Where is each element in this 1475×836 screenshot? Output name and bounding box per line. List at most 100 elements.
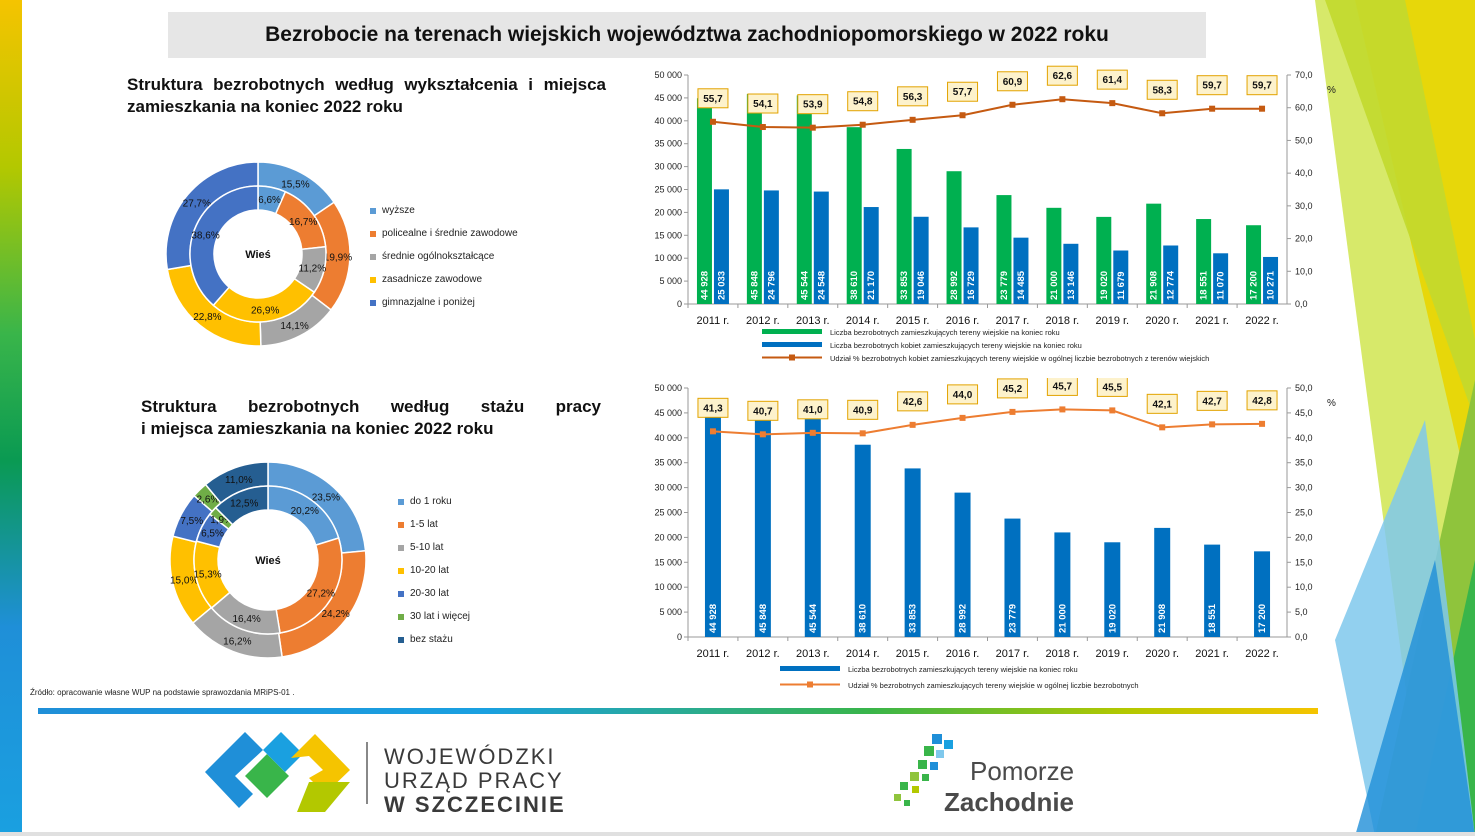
chart1-line-data-label: 53,9 (803, 100, 823, 111)
chart1-x-tick-label: 2019 r. (1095, 315, 1129, 327)
seniority-legend-label: 10-20 lat (410, 565, 449, 576)
chart1-x-tick-label: 2017 r. (996, 315, 1030, 327)
chart2-y2-tick-label: 10,0 (1295, 582, 1313, 592)
chart2-y-tick-label: 25 000 (654, 508, 682, 518)
chart2-x-tick-label: 2012 r. (746, 648, 780, 660)
source-note: Źródło: opracowanie własne WUP na podsta… (30, 688, 295, 697)
seniority-inner-data-label: 6,5% (201, 528, 224, 539)
chart1-bar (1113, 250, 1129, 304)
chart1-line-marker (1009, 101, 1016, 108)
chart1-bar-data-label: 19 046 (916, 271, 927, 300)
seniority-inner-data-label: 12,5% (230, 499, 258, 510)
education-donut-chart: 15,5% 19,9% 14,1% 22,8% 27,7% 6,6% 16,7% 11,2% 2… (165, 161, 352, 347)
education-center-label: Wieś (245, 249, 271, 261)
right-decorative-shapes (1315, 0, 1475, 836)
chart2-legend-marker (807, 681, 813, 688)
chart1-bar (1246, 225, 1262, 304)
wup-logo-icon (205, 732, 350, 812)
seniority-donut-chart: 23,5% 24,2% 16,2% 15,0% 7,5% 2,6% 11,0% 20,2% 27… (169, 462, 367, 659)
chart2-line-series (712, 408, 1263, 436)
pz-logo-line2: Zachodnie (944, 787, 1075, 817)
chart1-line-label-box (1046, 65, 1078, 86)
chart2-line-data-label: 41,3 (703, 403, 723, 414)
chart1-bar (1263, 256, 1279, 304)
chart1-bar-data-label: 10 271 (1266, 270, 1277, 300)
chart2-y2-tick-label: 5,0 (1295, 607, 1308, 617)
chart2-y2-tick-label: 30,0 (1295, 483, 1313, 493)
chart2-line-label-box (1096, 378, 1128, 397)
seniority-legend-item: do 1 roku (398, 496, 452, 507)
seniority-legend-item: 1-5 lat (398, 519, 438, 530)
wup-logo-separator (366, 742, 368, 804)
chart1-bar (796, 95, 812, 304)
chart1-bar-data-label: 21 908 (1149, 271, 1160, 300)
chart1-x-tick-label: 2015 r. (896, 315, 930, 327)
chart1-line-marker (709, 118, 716, 125)
chart1-line-marker (959, 112, 966, 119)
chart2-y-tick-label: 0 (677, 632, 682, 642)
chart1-bar (1096, 216, 1112, 304)
chart2-line-label-box (1146, 393, 1178, 414)
seniority-legend-label: do 1 roku (410, 496, 452, 507)
chart2-line-data-label: 41,0 (803, 405, 823, 416)
wup-logo-line3-b: SZCZECINIE (414, 792, 566, 817)
chart2-bar-data-label: 17 200 (1257, 604, 1268, 633)
chart1-y2-tick-label: 50,0 (1295, 135, 1313, 145)
seniority-legend-label: bez stażu (410, 634, 453, 645)
chart1-bar (1013, 237, 1029, 304)
chart2-line-label-box (947, 384, 979, 405)
chart2-line-marker (759, 431, 766, 438)
wup-logo-line3-a: W (384, 792, 407, 817)
chart1-bar-data-label: 38 610 (849, 271, 860, 300)
seniority-legend-label: 1-5 lat (410, 519, 438, 530)
chart1-line-label-box (947, 81, 979, 102)
chart1-bar-data-label: 28 992 (949, 271, 960, 300)
seniority-legend-item: 20-30 lat (398, 588, 449, 599)
chart2-bar (804, 410, 821, 637)
chart1-bar-data-label: 21 170 (866, 271, 877, 300)
chart1-line-marker (909, 116, 916, 123)
chart1-legend-marker (789, 354, 795, 361)
seniority-legend-item: bez stażu (398, 634, 453, 645)
education-outer-data-label: 19,9% (324, 252, 352, 263)
chart2-bar-data-label: 45 848 (758, 604, 769, 633)
chart1-bar-data-label: 44 928 (699, 271, 710, 300)
chart2-y2-tick-label: 0,0 (1295, 632, 1308, 642)
left-decorative-stripe (0, 0, 22, 836)
seniority-outer-data-label: 15,0% (170, 575, 198, 586)
chart2-line-marker (1209, 421, 1216, 428)
chart1-bar (1063, 243, 1079, 304)
chart2-y-tick-label: 10 000 (654, 582, 682, 592)
chart1-x-tick-label: 2012 r. (746, 315, 780, 327)
seniority-legend-swatch (398, 590, 404, 597)
chart2-line-label-box (1046, 378, 1078, 396)
chart2-bar-data-label: 21 000 (1057, 604, 1068, 633)
chart1-y-tick-label: 35 000 (654, 139, 682, 149)
title-bar (168, 12, 1206, 58)
chart1-x-tick-label: 2011 r. (697, 315, 730, 327)
section-seniority-title: Struktura bezrobotnych według stażu prac… (141, 396, 601, 440)
chart1-y2-tick-label: 10,0 (1295, 266, 1313, 276)
chart1-y2-tick-label: 60,0 (1295, 103, 1313, 113)
chart2-y-tick-label: 40 000 (654, 433, 682, 443)
chart1-line-label-box (1096, 69, 1128, 90)
chart2-bar (904, 468, 921, 637)
chart1-bar (746, 94, 762, 304)
chart1-bar (763, 190, 779, 304)
chart1-bar-data-label: 23 779 (999, 271, 1010, 300)
chart1-y2-unit: % (1327, 85, 1336, 96)
education-inner-data-label: 11,2% (299, 264, 327, 275)
chart2-line-marker (859, 430, 866, 437)
chart2-bar-data-label: 45 544 (808, 603, 819, 633)
chart1-line-label-box (1146, 79, 1178, 100)
chart2-line-data-label: 45,7 (1053, 381, 1073, 392)
education-inner-data-label: 26,9% (251, 306, 279, 317)
pomorze-zachodnie-logo-text: Pomorze Zachodnie (944, 756, 1074, 818)
chart2-bar-data-label: 33 853 (908, 604, 919, 633)
seniority-legend-swatch (398, 498, 404, 505)
chart2-y-tick-label: 5 000 (659, 607, 682, 617)
seniority-donut-legend: do 1 roku 1-5 lat 5-10 lat 10-20 lat 20-30 l… (398, 496, 538, 666)
chart1-line-series (712, 98, 1263, 129)
gradient-divider (38, 708, 1318, 714)
chart1-line-data-label: 56,3 (903, 92, 923, 103)
